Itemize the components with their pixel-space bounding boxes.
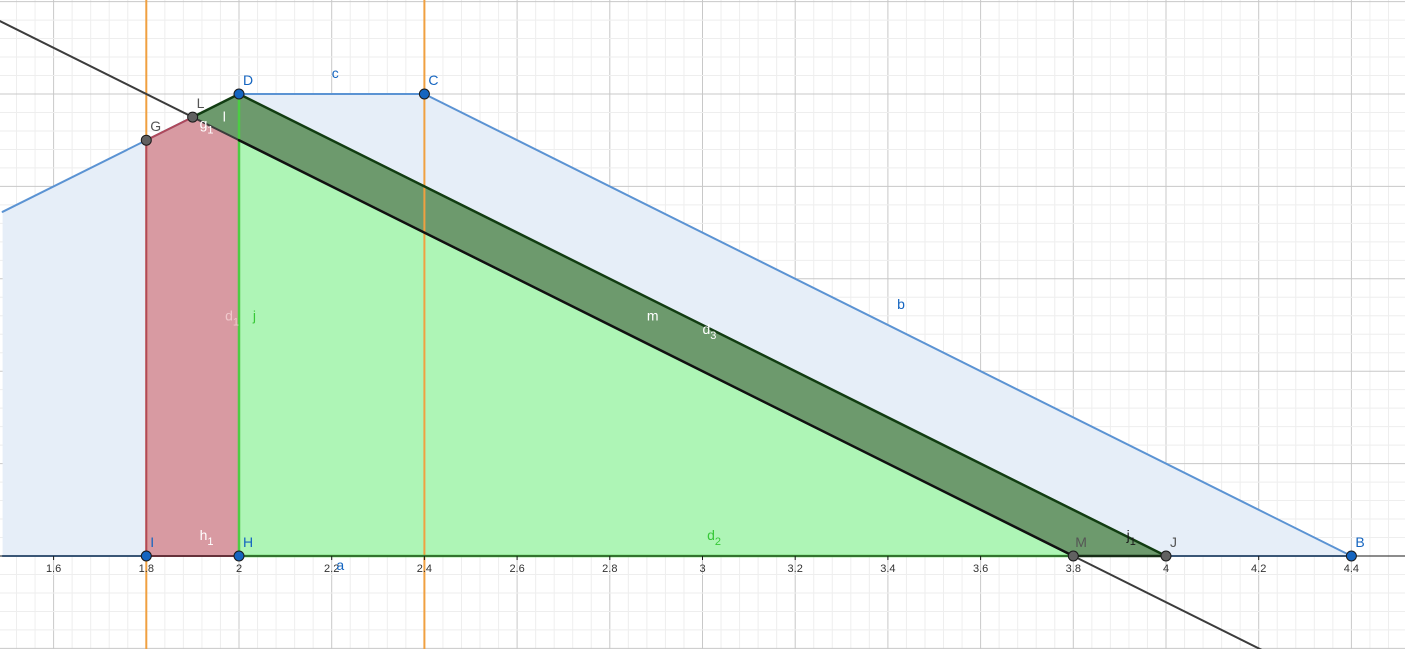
object-label-a: a: [336, 557, 344, 573]
x-axis-tick-label: 1.8: [139, 563, 154, 575]
x-axis-tick-label: 3: [699, 563, 705, 575]
x-axis-tick-label: 4: [1163, 563, 1169, 575]
dark-green-strip[interactable]: [192, 94, 1166, 556]
x-axis-tick-label: 3.4: [880, 563, 895, 575]
object-label-c: c: [332, 65, 339, 81]
point-label-L: L: [197, 95, 205, 111]
segment-g1[interactable]: [145, 116, 194, 142]
point-label-H: H: [243, 534, 253, 550]
red-polygon[interactable]: [146, 94, 239, 556]
point-G[interactable]: [140, 134, 152, 146]
x-axis-tick-label: 2.8: [602, 563, 617, 575]
point-D[interactable]: [233, 88, 245, 100]
x-axis-tick-label: 2.4: [417, 563, 432, 575]
point-B[interactable]: [1345, 550, 1357, 562]
point-I[interactable]: [140, 550, 152, 562]
segment-d3[interactable]: [237, 92, 1168, 558]
point-label-I: I: [150, 534, 154, 550]
x-axis-tick-label: 2: [236, 563, 242, 575]
point-label-D: D: [243, 72, 253, 88]
point-label-B: B: [1355, 534, 1364, 550]
point-M[interactable]: [1067, 550, 1079, 562]
object-label-l: l: [223, 109, 226, 125]
filled-regions: [2, 94, 1352, 556]
x-axis-tick-label: 3.8: [1066, 563, 1081, 575]
x-axis-tick-label: 3.2: [788, 563, 803, 575]
segment-m-strip-edge[interactable]: [237, 138, 1075, 558]
point-J[interactable]: [1160, 550, 1172, 562]
object-label-j: j: [252, 307, 256, 323]
point-L[interactable]: [187, 111, 199, 123]
point-label-M: M: [1075, 534, 1087, 550]
segment-l[interactable]: [191, 92, 241, 119]
point-H[interactable]: [233, 550, 245, 562]
point-C[interactable]: [418, 88, 430, 100]
x-axis-tick-label: 2.6: [509, 563, 524, 575]
x-axis-tick-label: 4.2: [1251, 563, 1266, 575]
point-label-C: C: [428, 72, 438, 88]
x-axis-tick-label: 2.2: [324, 563, 339, 575]
x-axis-tick-label: 1.6: [46, 563, 61, 575]
object-label-m: m: [647, 307, 659, 323]
x-axis-tick-label: 4.4: [1344, 563, 1359, 575]
x-axis: 1.6 1.8 2 2.2 2.4 2.6 2.8 3 3.2 3.4 3.6 3.8 4 4.2 4.4: [0, 555, 1405, 575]
object-label-j1: j1: [1126, 527, 1136, 548]
x-axis-tick-label: 3.6: [973, 563, 988, 575]
points-layer[interactable]: [140, 88, 1357, 562]
point-label-J: J: [1170, 534, 1177, 550]
segment-b[interactable]: [423, 93, 1353, 557]
point-label-G: G: [150, 118, 161, 134]
object-label-b: b: [897, 296, 905, 312]
